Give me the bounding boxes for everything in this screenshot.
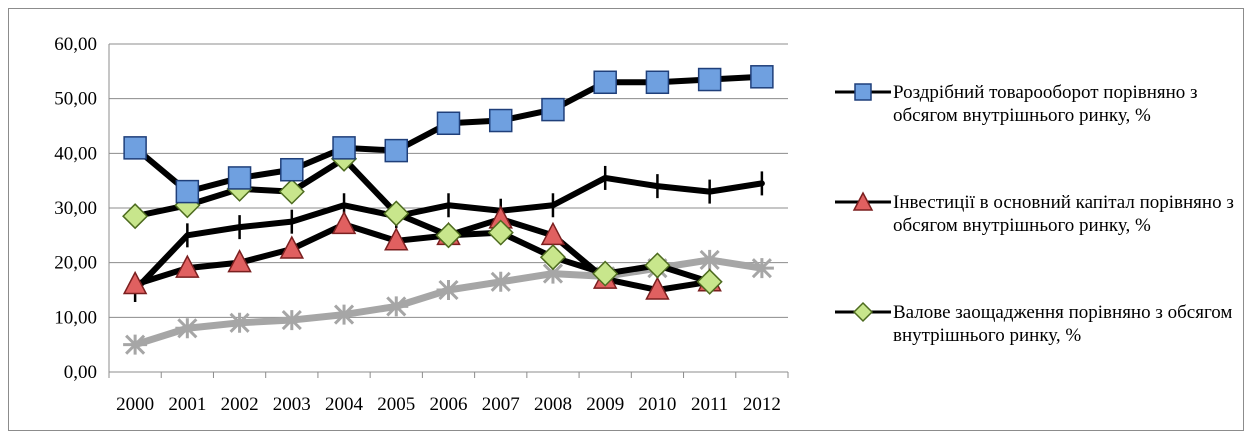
data-point-star	[123, 334, 148, 355]
x-tick-label: 2010	[638, 394, 676, 415]
data-point-star	[332, 304, 357, 325]
data-point-star	[227, 312, 252, 333]
x-tick-label: 2005	[377, 394, 415, 415]
y-tick-label: 0,00	[64, 362, 97, 383]
data-point-square	[645, 70, 670, 95]
data-point-star	[697, 249, 722, 270]
line-chart: 0,00 10,00 20,00 30,00 40,00 50,00 60,00 2000 20…	[54, 34, 789, 415]
data-point-square	[384, 138, 409, 163]
legend-label-investments: Інвестиції в основний капітал порівняно …	[893, 192, 1234, 236]
data-point-diamond	[592, 260, 619, 287]
x-tick-label: 2006	[430, 394, 468, 415]
data-point-triangle	[279, 235, 305, 259]
data-point-square	[123, 136, 147, 160]
legend-label-savings: Валове заощадження порівняно з обсягом в…	[893, 302, 1233, 346]
y-tick-label: 60,00	[54, 34, 97, 55]
data-point-star	[384, 296, 409, 317]
x-tick-label: 2001	[168, 394, 206, 415]
x-tick-label: 2004	[325, 394, 364, 415]
x-tick-label: 2003	[273, 394, 311, 415]
data-point-diamond	[383, 200, 410, 227]
data-point-square	[697, 67, 722, 92]
data-point-triangle	[384, 227, 409, 251]
data-point-diamond	[122, 203, 149, 230]
data-point-square	[750, 65, 774, 89]
x-tick-label: 2000	[116, 394, 154, 415]
data-point-star	[749, 258, 774, 279]
data-point-square	[280, 157, 304, 182]
y-tick-label: 40,00	[54, 143, 97, 164]
x-tick-label: 2008	[534, 394, 572, 415]
y-tick-label: 50,00	[54, 89, 97, 110]
x-tick-label: 2011	[691, 394, 728, 415]
data-point-star	[488, 271, 513, 292]
legend-swatch-triangle-icon	[835, 191, 891, 211]
data-point-triangle	[645, 276, 670, 300]
data-point-triangle	[122, 270, 148, 295]
data-point-star	[436, 279, 461, 301]
data-point-star	[279, 310, 304, 331]
chart-frame: 0,00 10,00 20,00 30,00 40,00 50,00 60,00 2000 20…	[8, 8, 1244, 431]
series-line-triangle	[132, 215, 713, 293]
data-point-square	[175, 179, 200, 204]
data-point-triangle	[331, 210, 357, 235]
data-point-square	[227, 166, 252, 190]
legend-swatch-diamond-icon	[835, 301, 891, 323]
data-point-star	[175, 318, 200, 339]
data-point-square	[436, 111, 461, 136]
series-line-star	[131, 256, 766, 349]
x-tick-label: 2002	[221, 394, 259, 415]
data-point-diamond	[435, 222, 462, 249]
x-tick-label: 2012	[743, 394, 781, 415]
data-point-diamond	[278, 178, 305, 205]
data-point-square	[488, 108, 513, 133]
x-tick-label: 2007	[482, 394, 520, 415]
data-point-diamond	[644, 252, 671, 279]
data-point-triangle	[227, 249, 252, 273]
y-tick-label: 30,00	[54, 198, 97, 219]
legend-swatch-square-icon	[835, 83, 891, 101]
data-point-diamond	[539, 244, 567, 271]
data-point-diamond	[696, 268, 723, 295]
data-point-triangle	[175, 254, 200, 278]
data-point-diamond	[487, 219, 514, 246]
data-point-square	[541, 97, 565, 122]
data-point-square	[593, 70, 617, 95]
data-point-star	[540, 263, 565, 284]
y-tick-label: 10,00	[54, 307, 97, 328]
data-point-square	[332, 136, 356, 160]
x-tick-label: 2009	[586, 394, 624, 415]
legend-label-retail: Роздрібний товарооборот порівняно з обся…	[893, 82, 1198, 126]
y-tick-label: 20,00	[54, 253, 97, 274]
